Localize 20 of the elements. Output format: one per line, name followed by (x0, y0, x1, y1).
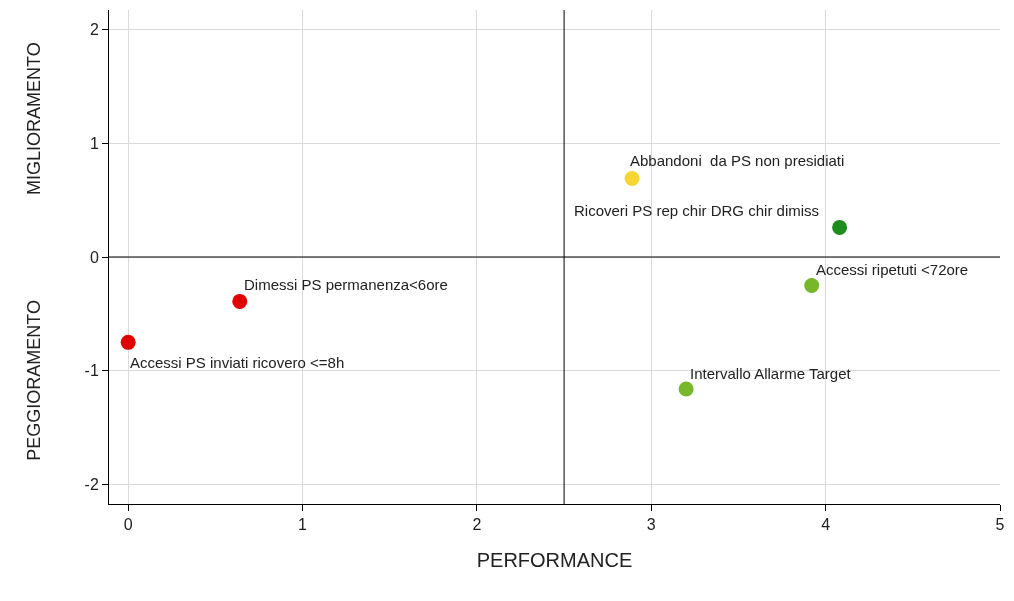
x-tick-label: 0 (123, 516, 133, 534)
annotation: Intervallo Allarme Target (690, 365, 852, 382)
y-tick-label: -1 (84, 362, 99, 380)
y-tick-label: 2 (89, 20, 99, 38)
x-tick-label: 5 (995, 516, 1005, 534)
annotation: Abbandoni da PS non presidiati (630, 152, 845, 169)
y-tick-label: 0 (89, 248, 99, 266)
annotation: Accessi PS inviati ricovero <=8h (130, 354, 345, 371)
x-tick-label: 1 (298, 516, 308, 534)
annotation: Ricoveri PS rep chir DRG chir dimiss (574, 202, 820, 219)
text: PEGGIORAMENTO (23, 300, 44, 461)
annotation: Accessi ripetuti <72ore (816, 261, 969, 278)
y-axis-title: MIGLIORAMENTO (23, 42, 44, 195)
x-tick-label: 4 (821, 516, 831, 534)
y-tick-label: 1 (89, 134, 99, 152)
x-tick-label: 2 (472, 516, 482, 534)
y-tick-label: -2 (84, 476, 99, 494)
x-axis-title: PERFORMANCE (476, 548, 633, 571)
x-tick-label: 3 (646, 516, 656, 534)
annotation: Dimessi PS permanenza<6ore (244, 276, 448, 293)
